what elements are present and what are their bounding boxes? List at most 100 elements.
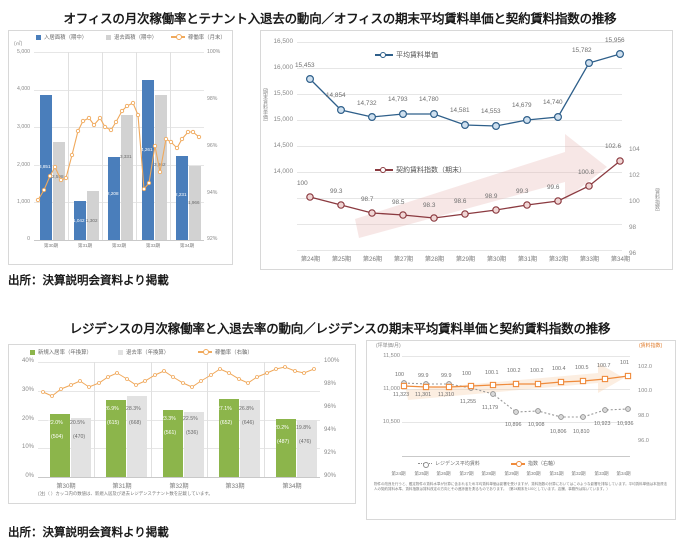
residence-right-y2-title: (賃料指数) bbox=[639, 343, 663, 349]
point-label-avg-rent: 14,740 bbox=[543, 99, 563, 106]
point-label-residence-index: 99.9 bbox=[418, 373, 429, 379]
gridline bbox=[297, 198, 622, 199]
x-label: 第26期 bbox=[362, 256, 383, 263]
y2-tick: 94% bbox=[324, 427, 337, 433]
bar-move-in bbox=[176, 156, 188, 240]
category-divider bbox=[263, 362, 265, 477]
occupancy-line-svg bbox=[35, 100, 202, 203]
point-label-avg-rent: 14,732 bbox=[357, 100, 377, 107]
residence-index-svg bbox=[400, 372, 632, 391]
x-label: 第30期 bbox=[526, 471, 541, 476]
y-tick: 20% bbox=[21, 416, 34, 422]
bar-move-out-rate bbox=[184, 412, 204, 477]
y-tick: 11,500 bbox=[383, 353, 400, 359]
point-label-avg-rent: 14,780 bbox=[419, 96, 439, 103]
y2-tick: 98.0 bbox=[638, 413, 649, 419]
y-tick: 40% bbox=[21, 358, 34, 364]
bar-new-move-in bbox=[276, 418, 296, 477]
point-label-residence-index: 101 bbox=[620, 360, 629, 366]
y-tick: 3,000 bbox=[17, 124, 30, 130]
gridline bbox=[297, 146, 622, 147]
residence-avg-rent-polyline bbox=[403, 382, 629, 418]
y-tick: 0% bbox=[25, 473, 34, 479]
y2-tick: 102 bbox=[629, 172, 640, 179]
category-divider bbox=[170, 52, 171, 240]
point-label-residence-index: 99.9 bbox=[441, 373, 452, 379]
x-label: 第30期 bbox=[486, 256, 507, 263]
legend-item-avg-rent: 平均賃料単価 bbox=[375, 50, 438, 60]
residence-left-note: (注)（ ）カッコ内の数値は、新規入居及び退去レジデンステナント数を記載していま… bbox=[38, 491, 213, 496]
occupancy-polyline bbox=[37, 102, 200, 201]
bar-pct-label: 20.2% bbox=[274, 425, 289, 431]
bar-count-label: (504) bbox=[51, 434, 64, 440]
residence-occupancy-svg bbox=[41, 365, 316, 398]
point-label-rent-index: 98.9 bbox=[485, 193, 498, 200]
legend-item-new-move-in: 新規入居率（年換算） bbox=[30, 348, 92, 356]
y2-tick: 98% bbox=[207, 96, 218, 102]
office-right-plot: 15,453 14,854 14,732 14,793 14,780 14,58… bbox=[295, 37, 625, 251]
residence-occupancy-markers bbox=[41, 365, 316, 398]
bar-value-label: 4,261 bbox=[141, 147, 153, 152]
legend-line-occupancy bbox=[171, 34, 185, 40]
legend-swatch-move-out-rate bbox=[118, 349, 123, 355]
bar-pct-label: 27.1% bbox=[217, 406, 232, 412]
point-label-avg-rent: 15,782 bbox=[572, 47, 592, 54]
office-left-unit-label: (㎡) bbox=[14, 41, 23, 47]
legend-swatch-move-in bbox=[36, 34, 41, 40]
occupancy-markers bbox=[35, 100, 202, 203]
x-label: 第25期 bbox=[414, 471, 429, 476]
y-tick: 5,000 bbox=[17, 49, 30, 55]
legend-label-avg-rent: 平均賃料単価 bbox=[396, 52, 438, 59]
point-label-rent-index: 99.3 bbox=[330, 188, 343, 195]
x-label: 第34期 bbox=[616, 471, 631, 476]
legend-label-residence-avg-rent: レジデンス平均賃料 bbox=[435, 461, 480, 467]
bar-new-move-in bbox=[50, 413, 70, 477]
x-label: 第33期 bbox=[145, 243, 161, 248]
point-label-residence-avg-rent: 10,936 bbox=[617, 421, 634, 427]
bar-move-out bbox=[87, 191, 99, 240]
point-label-residence-avg-rent: 11,179 bbox=[482, 405, 499, 411]
category-divider bbox=[207, 362, 209, 477]
gridline bbox=[402, 422, 630, 423]
point-label-residence-avg-rent: 10,896 bbox=[505, 422, 522, 428]
y-tick: 15,000 bbox=[273, 116, 293, 123]
residence-right-plot: 100 99.9 99.9 100 100.1 100.2 100.2 100.… bbox=[393, 356, 634, 457]
y2-tick: 96% bbox=[324, 404, 337, 410]
y2-tick: 90% bbox=[324, 473, 337, 479]
x-label: 第30期 bbox=[43, 243, 59, 248]
office-source: 出所：決算説明会資料より掲載 bbox=[8, 275, 169, 287]
bar-move-in bbox=[74, 200, 86, 240]
point-label-rent-index: 98.7 bbox=[361, 196, 374, 203]
x-label: 第28期 bbox=[424, 256, 445, 263]
avg-rent-markers bbox=[306, 50, 625, 130]
y-tick: 15,500 bbox=[273, 90, 293, 97]
category-divider bbox=[68, 52, 69, 240]
point-label-residence-avg-rent: 11,323 bbox=[393, 392, 410, 398]
point-label-rent-index: 100 bbox=[297, 180, 308, 187]
gridline bbox=[34, 89, 204, 91]
residence-occupancy-chart: 新規入居率（年換算） 退去率（年換算） 稼働率（右軸） bbox=[8, 344, 356, 504]
bar-value-label: 2,231 bbox=[175, 192, 187, 197]
category-divider bbox=[136, 52, 137, 240]
legend-item-occupancy-right: 稼働率（右軸） bbox=[198, 348, 253, 356]
point-label-residence-avg-rent: 11,255 bbox=[460, 399, 477, 405]
bar-value-label: 1,302 bbox=[86, 218, 98, 223]
y2-tick: 98% bbox=[324, 381, 337, 387]
y2-tick: 100 bbox=[629, 198, 640, 205]
bar-value-label: 1,966 bbox=[188, 200, 200, 205]
x-label: 第24期 bbox=[391, 471, 406, 476]
residence-section: レジデンスの月次稼働率と入退去率の動向／レジデンスの期末平均賃料単価と契約賃料指… bbox=[0, 300, 680, 551]
office-right-y2-title: (賃料指数) bbox=[654, 188, 660, 212]
point-label-avg-rent: 15,956 bbox=[605, 37, 625, 44]
gridline bbox=[38, 362, 320, 363]
x-label: 第24期 bbox=[300, 256, 321, 263]
legend-line-residence-index bbox=[511, 460, 525, 467]
y-tick: 10% bbox=[21, 444, 34, 450]
legend-label-occupancy-right: 稼働率（右軸） bbox=[215, 350, 253, 356]
point-label-residence-avg-rent: 10,810 bbox=[573, 429, 590, 435]
bar-count-label: (615) bbox=[107, 420, 120, 426]
rent-index-line-svg bbox=[306, 157, 624, 222]
legend-label-occupancy: 稼働率（月末） bbox=[188, 35, 226, 41]
y2-tick: 96.0 bbox=[638, 438, 649, 444]
legend-item-move-out: 退去面積（期中） bbox=[106, 33, 157, 41]
